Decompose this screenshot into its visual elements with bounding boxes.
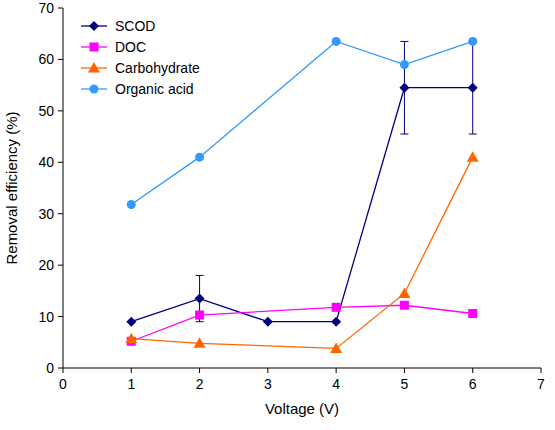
x-tick-label: 5 (401, 376, 409, 392)
data-point (127, 200, 136, 209)
series-line (131, 88, 472, 322)
legend-marker (88, 62, 100, 73)
data-point (195, 311, 204, 320)
y-tick-label: 20 (38, 257, 54, 273)
legend-label: SCOD (115, 18, 155, 34)
legend-label: Carbohydrate (115, 60, 200, 76)
x-axis-label: Voltage (V) (265, 400, 339, 417)
legend: SCOD DOC Carbohydrate Organic acid (81, 18, 200, 97)
data-point (194, 337, 206, 348)
data-point (468, 309, 477, 318)
y-tick-label: 70 (38, 0, 54, 16)
x-tick-label: 1 (127, 376, 135, 392)
x-tick-label: 3 (264, 376, 272, 392)
x-tick (63, 368, 64, 373)
y-tick-label: 40 (38, 154, 54, 170)
data-point (195, 153, 204, 162)
legend-label: Organic acid (115, 81, 194, 97)
y-tick (58, 368, 63, 369)
y-tick (58, 59, 63, 60)
data-point (125, 333, 137, 344)
x-tick-label: 4 (332, 376, 340, 392)
y-tick-label: 50 (38, 103, 54, 119)
data-point (399, 83, 409, 93)
x-axis (63, 368, 541, 369)
y-axis-label: Removal efficiency (%) (3, 111, 20, 264)
data-point (332, 37, 341, 46)
y-axis (63, 8, 64, 368)
x-tick (336, 368, 337, 373)
y-tick-label: 0 (46, 360, 54, 376)
y-tick (58, 265, 63, 266)
y-tick (58, 110, 63, 111)
legend-marker (89, 21, 99, 31)
data-point (263, 317, 273, 327)
data-point (398, 287, 410, 298)
data-point (195, 294, 205, 304)
data-point (330, 342, 342, 353)
data-point (468, 37, 477, 46)
y-tick (58, 213, 63, 214)
legend-label: DOC (115, 39, 146, 55)
x-tick (131, 368, 132, 373)
data-point (126, 317, 136, 327)
x-tick (472, 368, 473, 373)
data-point (400, 301, 409, 310)
x-tick-label: 0 (59, 376, 67, 392)
y-tick (58, 316, 63, 317)
chart: 0 10 20 30 40 50 60 70 0 1 2 3 4 5 6 7 Voltage (V) Remova… (0, 0, 555, 430)
legend-marker (90, 85, 99, 94)
y-tick-label: 10 (38, 309, 54, 325)
x-tick (541, 368, 542, 373)
error-bar (400, 41, 408, 134)
y-tick (58, 162, 63, 163)
x-tick-label: 6 (469, 376, 477, 392)
y-tick (58, 8, 63, 9)
series-line (131, 157, 472, 348)
error-bar (469, 41, 477, 134)
data-point (332, 303, 341, 312)
x-tick (199, 368, 200, 373)
x-tick (404, 368, 405, 373)
y-tick-label: 30 (38, 206, 54, 222)
error-bar (196, 275, 204, 321)
data-point (400, 60, 409, 69)
data-point (331, 317, 341, 327)
x-tick-label: 2 (196, 376, 204, 392)
data-point (467, 151, 479, 162)
x-tick-label: 7 (537, 376, 545, 392)
legend-marker (90, 43, 99, 52)
x-tick (267, 368, 268, 373)
data-point (468, 83, 478, 93)
y-tick-label: 60 (38, 51, 54, 67)
series-line (131, 305, 472, 341)
